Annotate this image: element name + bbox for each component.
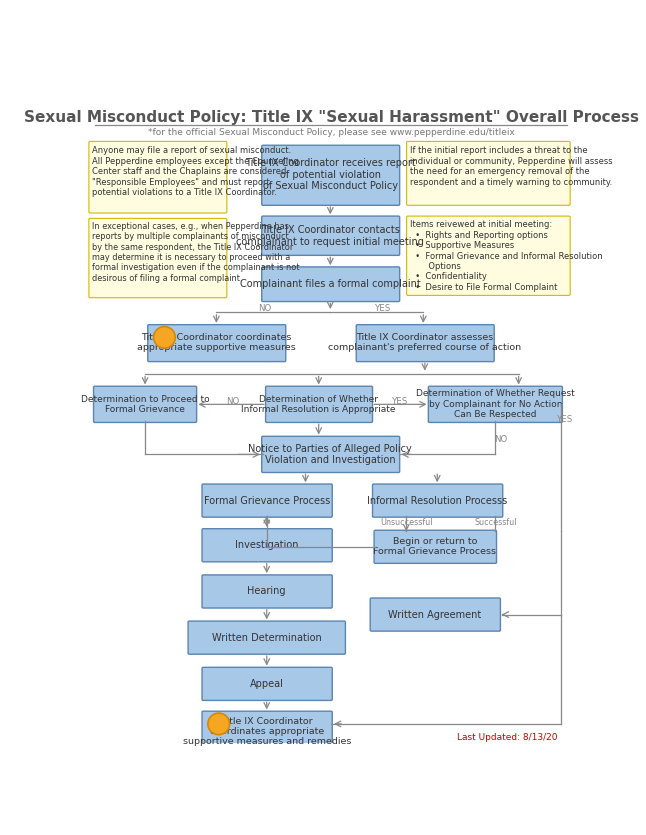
Text: Sexual Misconduct Policy: Title IX "Sexual Harassment" Overall Process: Sexual Misconduct Policy: Title IX "Sexu… [23,109,639,124]
Text: Investigation: Investigation [235,540,298,550]
Text: Written Determination: Written Determination [212,633,322,643]
Text: YES: YES [557,415,573,424]
Text: Notice to Parties of Alleged Policy
Violation and Investigation: Notice to Parties of Alleged Policy Viol… [249,443,412,465]
FancyBboxPatch shape [188,621,346,654]
Text: Title IX Coordinator assesses
complainant's preferred course of action: Title IX Coordinator assesses complainan… [328,333,521,352]
FancyBboxPatch shape [370,598,501,631]
FancyBboxPatch shape [89,141,227,213]
Text: Title IX Coordinator receives report
of potential violation
of Sexual Misconduct: Title IX Coordinator receives report of … [245,159,415,191]
Text: Title IX Coordinator coordinates
appropriate supportive measures: Title IX Coordinator coordinates appropr… [137,333,296,352]
Text: Determination of Whether Request
by Complainant for No Action
Can Be Respected: Determination of Whether Request by Comp… [416,389,575,419]
FancyBboxPatch shape [202,484,332,517]
Text: *for the official Sexual Misconduct Policy, please see www.pepperdine.edu/titlei: *for the official Sexual Misconduct Poli… [148,128,514,137]
FancyBboxPatch shape [202,667,332,701]
Text: Determination of Whether
Informal Resolution is Appropriate: Determination of Whether Informal Resolu… [242,395,396,414]
Text: NO: NO [258,305,271,313]
Text: In exceptional cases, e.g., when Pepperdine has
reports by multiple complainants: In exceptional cases, e.g., when Pepperd… [92,222,299,283]
FancyBboxPatch shape [94,387,196,423]
Text: Begin or return to
Formal Grievance Process: Begin or return to Formal Grievance Proc… [373,537,496,556]
Text: Informal Resolution Processs: Informal Resolution Processs [367,496,507,506]
Text: Complainant files a formal complaint: Complainant files a formal complaint [240,279,421,289]
Text: YES: YES [375,305,391,313]
Text: End: End [209,720,228,728]
FancyBboxPatch shape [148,325,286,362]
Text: NO: NO [226,397,239,406]
FancyBboxPatch shape [262,437,400,473]
Circle shape [208,713,229,735]
Text: Appeal: Appeal [250,679,284,689]
Text: Title IX Coordinator
coordinates appropriate
supportive measures and remedies: Title IX Coordinator coordinates appropr… [183,716,351,746]
FancyBboxPatch shape [406,216,570,296]
Text: NO: NO [494,434,507,443]
FancyBboxPatch shape [262,216,400,256]
Text: Determination to Proceed to
Formal Grievance: Determination to Proceed to Formal Griev… [81,395,209,414]
Text: If the initial report includes a threat to the
individual or community, Pepperdi: If the initial report includes a threat … [410,146,613,186]
Text: Items reivewed at initial meeting:
  •  Rights and Reporting options
  •  Suppor: Items reivewed at initial meeting: • Rig… [410,220,603,291]
FancyBboxPatch shape [373,484,503,517]
FancyBboxPatch shape [202,711,332,752]
FancyBboxPatch shape [428,387,563,423]
FancyBboxPatch shape [202,575,332,608]
Circle shape [154,326,175,348]
FancyBboxPatch shape [89,219,227,298]
Text: Formal Grievance Process: Formal Grievance Process [203,496,330,506]
FancyBboxPatch shape [262,145,400,205]
Text: Successful: Successful [474,518,517,527]
FancyBboxPatch shape [406,141,570,205]
Text: Anyone may file a report of sexual misconduct.
All Pepperdine employees except t: Anyone may file a report of sexual misco… [92,146,298,197]
Text: YES: YES [392,397,408,406]
FancyBboxPatch shape [356,325,494,362]
Text: Title IX Coordinator contacts
complainant to request initial meeting: Title IX Coordinator contacts complainan… [236,225,424,246]
FancyBboxPatch shape [266,387,373,423]
Text: Hearing: Hearing [247,586,286,596]
FancyBboxPatch shape [202,529,332,562]
Text: End: End [155,333,174,342]
Text: Written Agreement: Written Agreement [388,610,481,620]
FancyBboxPatch shape [262,267,400,301]
Text: Last Updated: 8/13/20: Last Updated: 8/13/20 [457,733,557,742]
FancyBboxPatch shape [374,530,497,564]
Text: Unsuccessful: Unsuccessful [380,518,433,527]
